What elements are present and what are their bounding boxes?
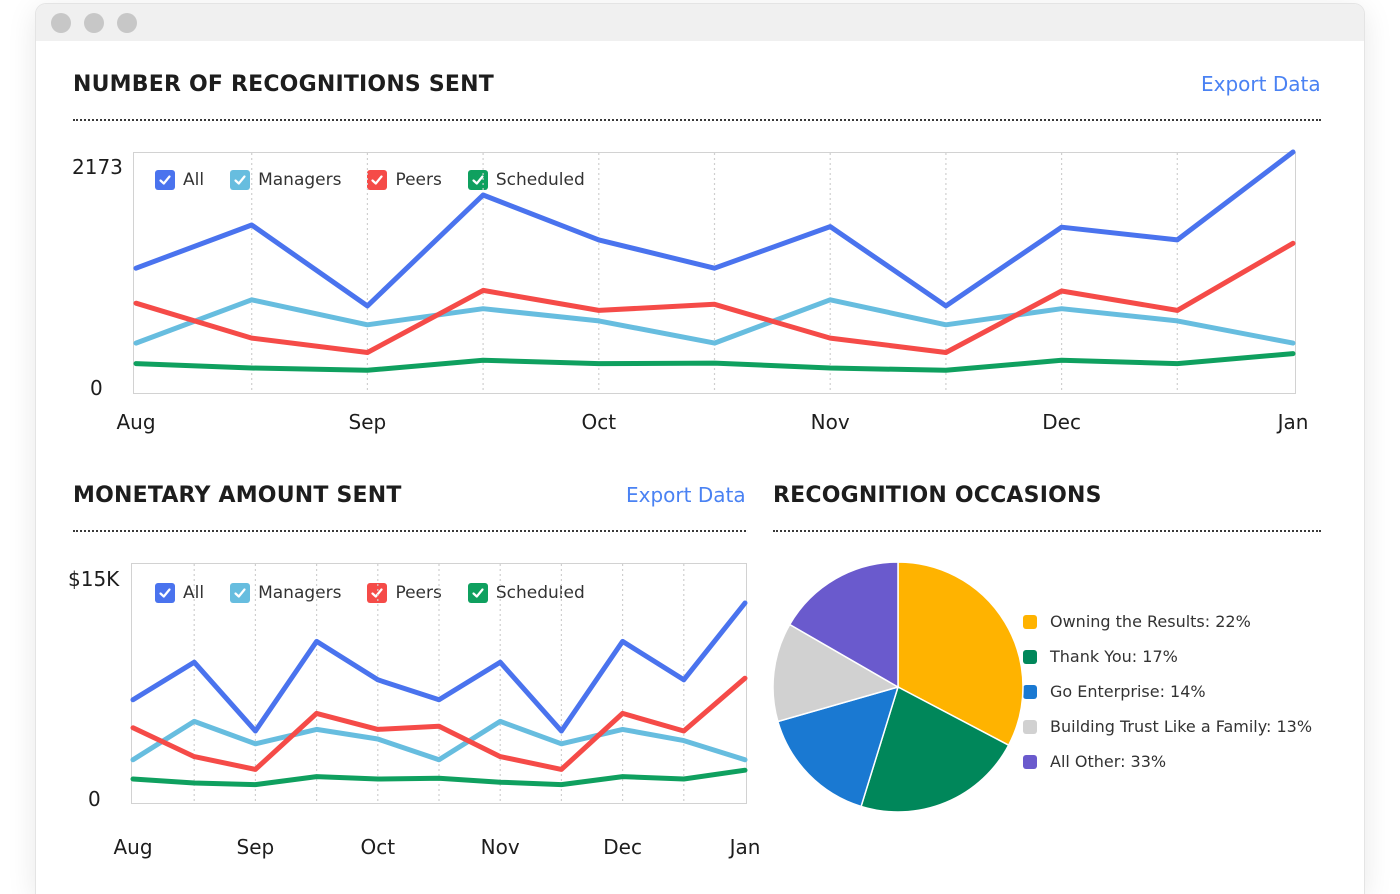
window-minimize-button[interactable] bbox=[84, 13, 104, 33]
monetary-x-tick-label: Sep bbox=[237, 835, 275, 859]
monetary-x-tick-label: Oct bbox=[361, 835, 396, 859]
occasions-divider bbox=[773, 530, 1321, 532]
window-titlebar bbox=[36, 4, 1364, 41]
monetary-title: MONETARY AMOUNT SENT bbox=[73, 483, 402, 508]
monetary-plot-area bbox=[131, 563, 747, 804]
recognitions-x-tick-label: Oct bbox=[582, 410, 617, 434]
monetary-y-min-label: 0 bbox=[88, 787, 101, 811]
window-close-button[interactable] bbox=[51, 13, 71, 33]
monetary-legend: All Managers Peers Scheduled bbox=[155, 583, 611, 603]
monetary-series-peers-line bbox=[130, 675, 748, 772]
legend-label: Owning the Results: 22% bbox=[1050, 612, 1251, 631]
legend-label: All Other: 33% bbox=[1050, 752, 1167, 771]
legend-label: All bbox=[183, 170, 205, 190]
checkbox-icon[interactable] bbox=[367, 583, 388, 603]
occasions-title: RECOGNITION OCCASIONS bbox=[773, 483, 1102, 508]
recognitions-x-tick-label: Aug bbox=[116, 410, 155, 434]
legend-swatch bbox=[1023, 719, 1037, 734]
monetary-export-link[interactable]: Export Data bbox=[626, 483, 746, 507]
monetary-x-tick-label: Dec bbox=[603, 835, 642, 859]
recognitions-x-tick-label: Dec bbox=[1042, 410, 1081, 434]
monetary-y-max-label: $15K bbox=[68, 567, 120, 591]
legend-swatch bbox=[1023, 754, 1037, 769]
legend-item-scheduled[interactable]: Scheduled bbox=[467, 583, 585, 603]
legend-label: All bbox=[183, 583, 205, 603]
legend-label: Building Trust Like a Family: 13% bbox=[1050, 717, 1313, 736]
occasions-legend-item: Go Enterprise: 14% bbox=[1023, 674, 1312, 709]
legend-swatch bbox=[1023, 649, 1037, 664]
legend-swatch bbox=[1023, 614, 1037, 629]
recognitions-export-link[interactable]: Export Data bbox=[1201, 72, 1321, 96]
pie-slice-thank-you bbox=[860, 685, 1010, 813]
legend-item-peers[interactable]: Peers bbox=[367, 170, 442, 190]
checkbox-icon[interactable] bbox=[230, 583, 251, 603]
recognitions-x-tick-label: Nov bbox=[811, 410, 850, 434]
legend-label: Go Enterprise: 14% bbox=[1050, 682, 1206, 701]
checkbox-icon[interactable] bbox=[367, 170, 388, 190]
occasions-legend-item: Building Trust Like a Family: 13% bbox=[1023, 709, 1312, 744]
monetary-x-tick-label: Aug bbox=[113, 835, 152, 859]
pie-slice-all-other bbox=[788, 561, 899, 689]
legend-item-peers[interactable]: Peers bbox=[367, 583, 442, 603]
monetary-series-managers-line bbox=[130, 718, 748, 763]
legend-swatch bbox=[1023, 684, 1037, 699]
checkbox-icon[interactable] bbox=[155, 583, 175, 603]
recognitions-title: NUMBER OF RECOGNITIONS SENT bbox=[73, 72, 494, 97]
legend-item-all[interactable]: All bbox=[155, 583, 204, 603]
recognitions-series-managers-line bbox=[133, 297, 1296, 346]
checkbox-icon[interactable] bbox=[467, 583, 488, 603]
occasions-legend-item: All Other: 33% bbox=[1023, 744, 1312, 779]
recognitions-plot-area bbox=[133, 152, 1296, 394]
legend-label: Scheduled bbox=[495, 170, 585, 190]
recognitions-x-tick-label: Sep bbox=[349, 410, 387, 434]
legend-label: Scheduled bbox=[495, 583, 585, 603]
monetary-divider bbox=[73, 530, 746, 532]
monetary-x-tick-label: Jan bbox=[728, 835, 761, 859]
recognitions-series-peers-line bbox=[133, 240, 1296, 355]
monetary-series-scheduled-line bbox=[130, 767, 748, 788]
pie-slice-go-enterprise bbox=[776, 685, 900, 808]
pie-slice-owning-the-results bbox=[897, 561, 1024, 747]
monetary-x-tick-label: Nov bbox=[481, 835, 520, 859]
recognitions-series-all-line bbox=[133, 149, 1296, 309]
window-maximize-button[interactable] bbox=[117, 13, 137, 33]
checkbox-icon[interactable] bbox=[155, 170, 175, 190]
legend-item-managers[interactable]: Managers bbox=[230, 583, 341, 603]
recognitions-series-scheduled-line bbox=[133, 351, 1296, 373]
legend-item-all[interactable]: All bbox=[155, 170, 204, 190]
occasions-legend: Owning the Results: 22% Thank You: 17% G… bbox=[1023, 604, 1312, 779]
legend-label: Thank You: 17% bbox=[1050, 647, 1178, 666]
legend-item-managers[interactable]: Managers bbox=[230, 170, 341, 190]
legend-label: Peers bbox=[395, 583, 442, 603]
checkbox-icon[interactable] bbox=[230, 170, 251, 190]
recognitions-divider bbox=[73, 119, 1321, 121]
recognitions-x-tick-label: Jan bbox=[1276, 410, 1309, 434]
recognitions-y-max-label: 2173 bbox=[72, 155, 123, 179]
occasions-legend-item: Thank You: 17% bbox=[1023, 639, 1312, 674]
legend-label: Peers bbox=[395, 170, 442, 190]
monetary-series-all-line bbox=[130, 600, 748, 734]
legend-label: Managers bbox=[258, 583, 342, 603]
recognitions-y-min-label: 0 bbox=[90, 376, 103, 400]
pie-slice-building-trust-like-a-family bbox=[772, 623, 900, 723]
occasions-legend-item: Owning the Results: 22% bbox=[1023, 604, 1312, 639]
legend-label: Managers bbox=[258, 170, 342, 190]
